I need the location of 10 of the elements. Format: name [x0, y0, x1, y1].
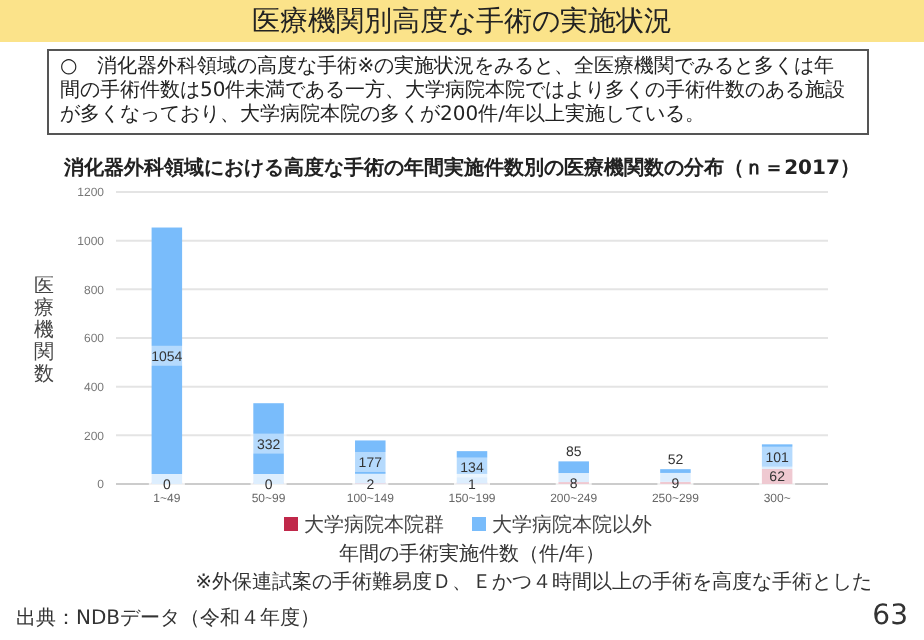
text: ※外保連試案の手術難易度Ｄ、Ｅかつ４時間以上の手術を高度な手術とした [195, 570, 872, 594]
x-axis-title: 年間の手術実施件数（件/年） [338, 542, 606, 566]
chart-title: 医療機関別高度な手術の実施状況 [252, 6, 672, 38]
y-axis-title: 医療機関数 [34, 276, 54, 386]
legend-label: 大学病院本院以外 [492, 513, 652, 537]
source-note: 出典：NDBデータ（令和４年度） [16, 606, 321, 630]
legend-label: 大学病院本院群 [304, 513, 444, 537]
text: ○ 消化器外科領域の高度な手術※の実施状況をみると、全医療機関でみると多くは年間の手術件数は50件未満である一方、大学病院本院ではより多くの手術件数のある施設が多くなっており、大学病院本院の多くが200件/年以上実施している。 [60, 54, 846, 126]
chart-subtitle: 消化器外科領域における高度な手術の年間実施件数別の医療機関数の分布（ｎ＝2017） [62, 156, 860, 180]
text: 63 [872, 600, 908, 632]
